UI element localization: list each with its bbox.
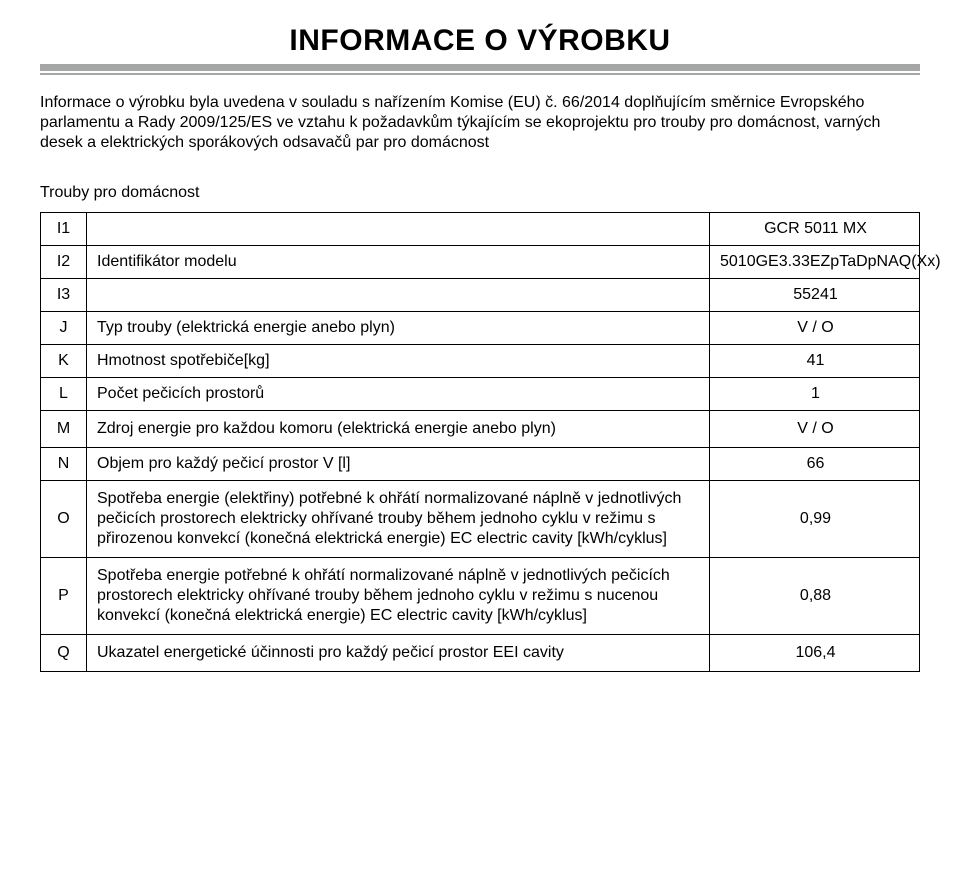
row-label: Zdroj energie pro každou komoru (elektri… [87,410,710,447]
row-value: 106,4 [710,634,920,671]
row-label: Objem pro každý pečicí prostor V [l] [87,447,710,480]
rule-thick [40,64,920,71]
row-label: Spotřeba energie (elektřiny) potřebné k … [87,480,710,557]
table-row: N Objem pro každý pečicí prostor V [l] 6… [41,447,920,480]
row-label: Spotřeba energie potřebné k ohřátí norma… [87,557,710,634]
spec-table: I1 GCR 5011 MX I2 Identifikátor modelu 5… [40,212,920,672]
row-value: GCR 5011 MX [710,212,920,245]
row-label: Počet pečicích prostorů [87,377,710,410]
intro-text: Informace o výrobku byla uvedena v soula… [40,93,920,154]
section-heading: Trouby pro domácnost [40,184,920,202]
row-key: M [41,410,87,447]
row-key: I2 [41,245,87,278]
table-row: M Zdroj energie pro každou komoru (elekt… [41,410,920,447]
rule-thin [40,73,920,75]
row-key: I1 [41,212,87,245]
table-row: P Spotřeba energie potřebné k ohřátí nor… [41,557,920,634]
row-value: V / O [710,311,920,344]
title-block: INFORMACE O VÝROBKU [40,24,920,58]
table-row: I3 55241 [41,278,920,311]
row-key: O [41,480,87,557]
table-row: O Spotřeba energie (elektřiny) potřebné … [41,480,920,557]
table-row: Q Ukazatel energetické účinnosti pro kaž… [41,634,920,671]
row-value: 1 [710,377,920,410]
row-key: Q [41,634,87,671]
row-key: J [41,311,87,344]
table-row: I1 GCR 5011 MX [41,212,920,245]
page-title: INFORMACE O VÝROBKU [40,24,920,58]
table-row: J Typ trouby (elektrická energie anebo p… [41,311,920,344]
page: INFORMACE O VÝROBKU Informace o výrobku … [0,0,960,875]
row-key: L [41,377,87,410]
table-row: I2 Identifikátor modelu 5010GE3.33EZpTaD… [41,245,920,278]
title-rule [40,64,920,75]
table-row: K Hmotnost spotřebiče[kg] 41 [41,344,920,377]
row-value: 5010GE3.33EZpTaDpNAQ(Xx) [710,245,920,278]
row-value: V / O [710,410,920,447]
row-key: P [41,557,87,634]
row-value: 0,99 [710,480,920,557]
row-label: Identifikátor modelu [87,245,710,278]
row-value: 0,88 [710,557,920,634]
row-key: K [41,344,87,377]
table-row: L Počet pečicích prostorů 1 [41,377,920,410]
row-key: N [41,447,87,480]
row-label: Ukazatel energetické účinnosti pro každý… [87,634,710,671]
row-value: 66 [710,447,920,480]
row-key: I3 [41,278,87,311]
row-value: 41 [710,344,920,377]
row-label: Hmotnost spotřebiče[kg] [87,344,710,377]
row-label: Typ trouby (elektrická energie anebo ply… [87,311,710,344]
row-value: 55241 [710,278,920,311]
row-label [87,278,710,311]
row-label [87,212,710,245]
